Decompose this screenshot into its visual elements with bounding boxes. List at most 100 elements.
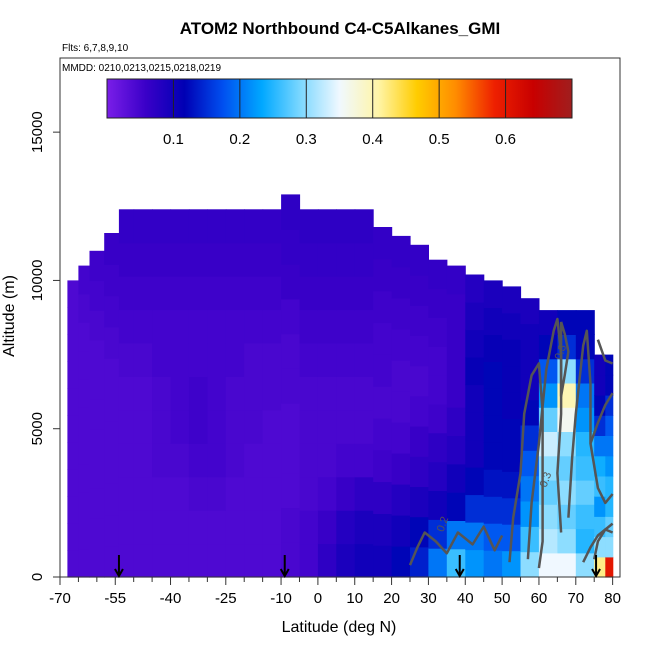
heatmap-cell — [446, 350, 466, 380]
contour-line — [508, 362, 544, 569]
heatmap-cell — [428, 375, 448, 405]
heatmap-cell — [354, 543, 374, 578]
heatmap-cell — [170, 309, 190, 344]
heatmap-cell — [502, 286, 522, 314]
heatmap-cell — [538, 358, 558, 384]
heatmap-cell — [207, 543, 227, 578]
heatmap-cell — [225, 409, 245, 444]
heatmap-cell — [502, 339, 522, 367]
heatmap-cell — [262, 376, 282, 411]
heatmap-cell — [262, 510, 282, 545]
contour-line — [408, 525, 504, 566]
heatmap-cell — [575, 528, 595, 554]
heatmap-cell — [299, 443, 319, 478]
heatmap-cell — [67, 415, 80, 443]
heatmap-cell — [262, 343, 282, 377]
heatmap-cell — [605, 395, 614, 416]
heatmap-cell — [207, 209, 227, 244]
heatmap-cell — [188, 242, 208, 277]
heatmap-cell — [391, 360, 411, 392]
heatmap-cell — [244, 209, 264, 244]
heatmap-cell — [520, 475, 540, 502]
heatmap-cell — [605, 496, 614, 517]
heatmap-cell — [262, 309, 282, 344]
heatmap-cell — [78, 520, 91, 550]
heatmap-cell — [67, 496, 80, 524]
heatmap-cell — [104, 264, 120, 297]
heatmap-cell — [354, 343, 374, 377]
heatmap-cell — [557, 552, 577, 578]
heatmap-cell — [428, 259, 448, 290]
heatmap-cell — [520, 551, 540, 578]
heatmap-cell — [594, 415, 606, 436]
heatmap-cell — [410, 365, 429, 397]
heatmap-cell — [188, 376, 208, 411]
heatmap-cell — [244, 476, 264, 511]
heatmap-cell — [605, 475, 614, 497]
heatmap-cell — [575, 504, 595, 530]
heatmap-cell — [188, 409, 208, 444]
heatmap-cell — [225, 276, 245, 311]
heatmap-cell — [133, 309, 153, 344]
heatmap-cell — [133, 209, 153, 244]
heatmap-cell — [133, 343, 153, 377]
heatmap-cell — [244, 276, 264, 311]
heatmap-cell — [299, 476, 319, 511]
plot-frame — [59, 57, 621, 578]
heatmap-cell — [594, 496, 606, 517]
heatmap-cell — [410, 305, 429, 336]
heatmap-cell — [336, 276, 356, 311]
heatmap-cell — [336, 543, 356, 578]
heatmap-cell — [605, 415, 614, 436]
heatmap-cell — [281, 264, 301, 300]
heatmap-cell — [391, 391, 411, 423]
heatmap-cell — [78, 378, 91, 408]
contour-line — [592, 528, 614, 560]
heatmap-cell — [281, 298, 301, 335]
heatmap-cell — [225, 242, 245, 277]
heatmap-cell — [575, 407, 595, 432]
heatmap-cell — [152, 209, 172, 244]
heatmap-cell — [446, 293, 466, 323]
heatmap-cell — [594, 475, 606, 497]
heatmap-cell — [104, 514, 120, 547]
contour-line — [567, 329, 614, 518]
heatmap-cell — [89, 488, 105, 519]
y-tick-label: 0 — [29, 573, 46, 581]
heatmap-cell — [354, 276, 374, 311]
heatmap-cell — [465, 274, 485, 303]
heatmap-cell — [483, 469, 503, 497]
heatmap-cell — [502, 550, 522, 578]
heatmap-cell — [89, 369, 105, 400]
heatmap-cell — [225, 309, 245, 344]
heatmap-cell — [188, 510, 208, 545]
heatmap-cell — [594, 435, 606, 457]
heatmap-cell — [281, 333, 301, 369]
heatmap-cell — [428, 346, 448, 376]
heatmap-cell — [391, 422, 411, 454]
heatmap-cell — [317, 543, 337, 578]
dates-label: MMDD: 0210,0213,0215,0218,0219 — [62, 63, 221, 74]
colorbar-tick-label: 0.1 — [163, 131, 184, 148]
heatmap-cell — [605, 374, 614, 396]
x-tick-label: 20 — [383, 590, 400, 607]
heatmap-cell — [575, 455, 595, 481]
heatmap-cell — [391, 266, 411, 299]
x-tick-label: 80 — [604, 590, 621, 607]
heatmap-cell — [281, 507, 301, 543]
heatmap-cell — [188, 443, 208, 478]
heatmap-cell — [520, 424, 540, 451]
heatmap-cell — [244, 376, 264, 411]
heatmap-cell — [373, 290, 393, 324]
heatmap-cell — [410, 456, 429, 487]
heatmap-cell — [428, 490, 448, 520]
heatmap-cell — [225, 476, 245, 511]
x-axis-label: Latitude (deg N) — [282, 619, 397, 636]
heatmap-cell — [483, 388, 503, 416]
heatmap-cell — [225, 543, 245, 578]
heatmap-cell — [410, 244, 429, 276]
y-tick-label: 10000 — [29, 260, 46, 302]
heatmap-cell — [446, 435, 466, 465]
flight-marker-head — [591, 568, 601, 579]
